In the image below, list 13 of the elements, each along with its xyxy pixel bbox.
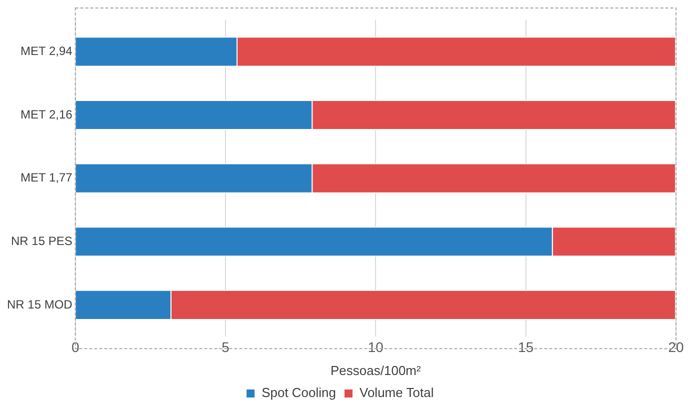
x-axis-title: Pessoas/100m²: [330, 362, 422, 378]
x-tick-label: 10: [368, 338, 384, 355]
y-tick-label: MET 2,16: [20, 107, 73, 122]
x-tick-label: 0: [71, 338, 80, 355]
x-tick-label: 15: [518, 338, 534, 355]
y-tick-label: MET 2,94: [20, 44, 73, 58]
x-tick-label: 5: [222, 338, 230, 355]
y-tick-label: MET 1,77: [20, 170, 73, 185]
x-tick-label: 20: [668, 338, 684, 355]
y-tick-label: NR 15 MOD: [7, 297, 73, 312]
y-tick-label: NR 15 PES: [10, 234, 72, 248]
legend-label: Spot Cooling: [262, 385, 336, 400]
legend-label: Volume Total: [360, 385, 434, 400]
